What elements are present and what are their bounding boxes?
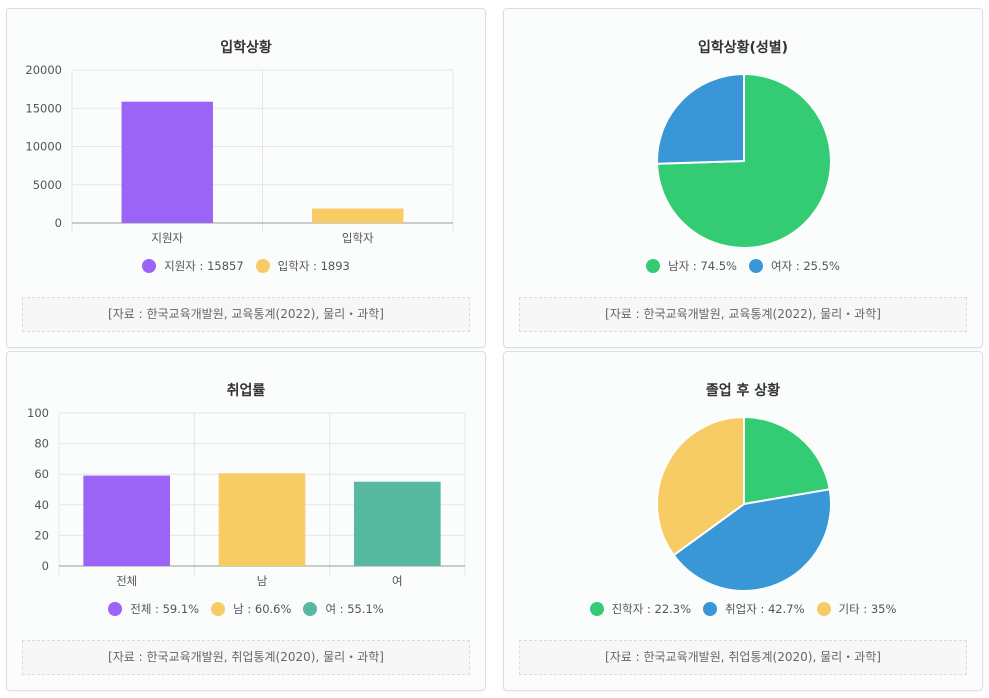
legend-label: 기타 : 35% [838,602,897,616]
legend-label: 여자 : 25.5% [771,259,840,273]
legend-label: 남 : 60.6% [233,602,292,616]
source-note: [자료 : 한국교육개발원, 취업통계(2020), 물리・과학] [519,640,967,675]
chart-title: 입학상황 [220,40,272,56]
pie-slice [656,72,745,165]
legend-marker [646,259,661,273]
legend-marker [255,259,270,273]
x-tick-label: 남 [257,574,268,588]
bar [121,101,213,223]
legend-label: 전체 : 59.1% [130,602,200,616]
legend-marker [816,602,831,616]
after-graduation-card: 졸업 후 상황 진학자 : 22.3% 취업자 : 42.7% 기타 : 35% [… [503,351,983,691]
legend-marker [703,602,718,616]
legend-label: 취업자 : 42.7% [725,602,805,616]
legend-label: 여 : 55.1% [325,602,384,616]
admission-gender-card: 입학상황(성별) 남자 : 74.5% 여자 : 25.5% [자료 : 한국교육… [503,8,983,348]
source-note: [자료 : 한국교육개발원, 취업통계(2020), 물리・과학] [22,640,470,675]
bar [83,475,170,566]
chart-title: 졸업 후 상황 [705,383,781,399]
legend-item[interactable]: 여 : 55.1% [303,601,384,617]
bar [354,481,441,566]
pie-slice [672,488,832,592]
legend-label: 진학자 : 22.3% [611,602,692,616]
admission-bar-chart: 0 5000 10000 15000 20000 지원자 입학자 [25,63,454,245]
legend-marker [303,602,318,616]
chart-legend: 진학자 : 22.3% 취업자 : 42.7% 기타 : 35% [504,601,982,617]
legend-label: 지원자 : 15857 [164,259,244,273]
legend-item[interactable]: 취업자 : 42.7% [703,601,805,617]
legend-item[interactable]: 기타 : 35% [816,601,897,617]
legend-item[interactable]: 남 : 60.6% [211,601,291,617]
x-tick-label: 입학자 [342,231,374,245]
admission-status-card: 입학상황 0 5000 10000 15000 20000 지원자 입학자 지원자 : 15… [6,8,486,348]
legend-marker [142,259,157,273]
legend-item[interactable]: 전체 : 59.1% [108,601,199,617]
chart-legend: 지원자 : 15857 입학자 : 1893 [7,258,485,274]
employment-bar-chart: 0 20 40 60 80 100 전체 남 여 [27,406,466,588]
legend-marker [108,602,123,616]
source-note: [자료 : 한국교육개발원, 교육통계(2022), 물리・과학] [519,297,967,332]
admission-gender-pie-chart [656,72,832,249]
legend-item[interactable]: 진학자 : 22.3% [589,601,692,617]
source-note: [자료 : 한국교육개발원, 교육통계(2022), 물리・과학] [22,297,470,332]
x-tick-label: 전체 [116,574,137,588]
y-tick-label: 20000 [25,63,62,77]
legend-item[interactable]: 입학자 : 1893 [255,258,350,274]
y-tick-label: 100 [27,406,49,420]
legend-item[interactable]: 여자 : 25.5% [749,258,840,274]
y-tick-label: 0 [42,559,49,573]
legend-marker [589,602,604,616]
chart-title: 취업률 [226,383,266,399]
chart-legend: 남자 : 74.5% 여자 : 25.5% [504,258,982,274]
y-tick-label: 60 [34,467,49,481]
y-tick-label: 80 [34,437,49,451]
legend-marker [211,602,226,616]
employment-rate-card: 취업률 0 20 40 60 80 100 전체 남 여 전체 : 59.1% 남 : 60.6%… [6,351,486,691]
after-graduation-pie-chart [656,415,832,592]
pie-slice [656,415,745,557]
y-tick-label: 40 [34,498,49,512]
y-tick-label: 20 [34,528,49,542]
y-tick-label: 5000 [33,178,62,192]
legend-label: 입학자 : 1893 [277,259,350,273]
x-tick-label: 여 [392,574,403,588]
y-tick-label: 10000 [25,140,62,154]
bar [218,473,306,566]
legend-item[interactable]: 지원자 : 15857 [142,258,244,274]
legend-item[interactable]: 남자 : 74.5% [646,258,737,274]
chart-legend: 전체 : 59.1% 남 : 60.6% 여 : 55.1% [7,601,485,617]
chart-title: 입학상황(성별) [697,40,789,56]
x-tick-label: 지원자 [151,231,183,245]
bar [312,208,404,223]
legend-label: 남자 : 74.5% [668,259,737,273]
y-tick-label: 0 [55,216,62,230]
y-tick-label: 15000 [25,101,62,115]
pie-slice [743,415,831,506]
legend-marker [749,259,763,273]
